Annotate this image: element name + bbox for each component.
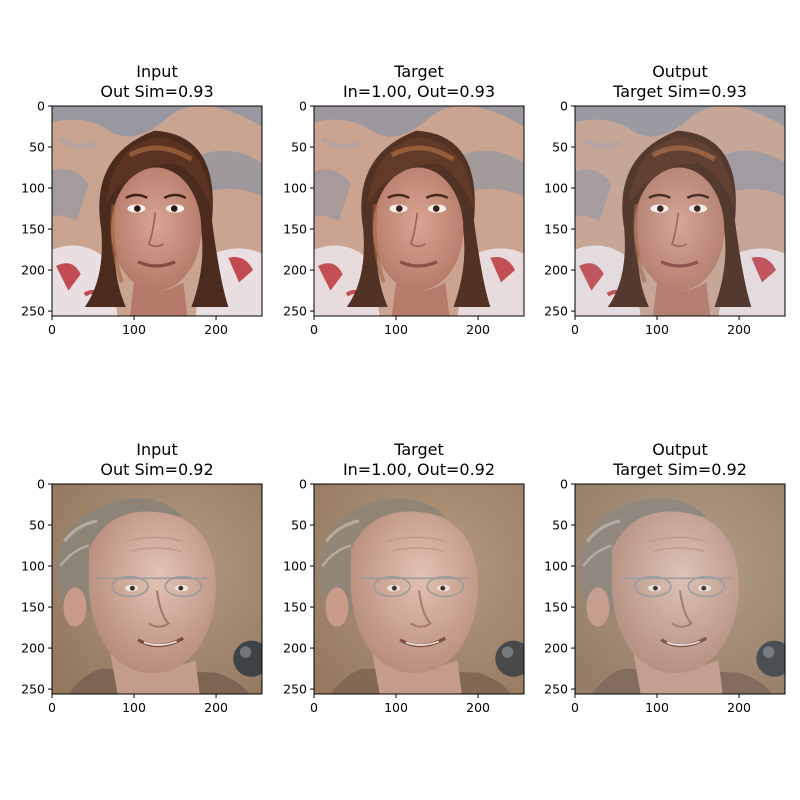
target-tint (314, 484, 524, 694)
x-tick-label: 100 (384, 322, 408, 337)
x-tick-label: 100 (645, 322, 669, 337)
target-tint (314, 106, 524, 316)
x-tick-label: 200 (204, 700, 228, 715)
y-tick-label: 150 (283, 222, 307, 237)
panel-title-line2: Out Sim=0.92 (100, 460, 213, 479)
y-tick-label: 200 (283, 641, 307, 656)
y-tick-label: 50 (29, 518, 45, 533)
y-tick-label: 100 (21, 181, 45, 196)
y-tick-label: 0 (560, 99, 568, 114)
y-tick-label: 100 (21, 559, 45, 574)
axes-frame (313, 105, 525, 317)
y-tick-label: 100 (544, 181, 568, 196)
y-tick-label: 150 (21, 222, 45, 237)
x-tick-label: 100 (122, 700, 146, 715)
panel-title-line2: In=1.00, Out=0.93 (343, 82, 495, 101)
y-tick-label: 150 (544, 222, 568, 237)
axes-frame (574, 483, 786, 695)
y-tick-label: 200 (544, 641, 568, 656)
y-tick-label: 0 (299, 477, 307, 492)
y-tick-label: 250 (544, 304, 568, 319)
y-tick-label: 150 (544, 600, 568, 615)
panel-title-line1: Input (136, 62, 177, 81)
axes-frame (51, 105, 263, 317)
y-tick-label: 100 (544, 559, 568, 574)
y-tick-label: 0 (37, 477, 45, 492)
y-tick-label: 250 (283, 682, 307, 697)
output-tint (575, 106, 785, 316)
y-tick-label: 0 (560, 477, 568, 492)
y-tick-label: 250 (21, 682, 45, 697)
y-tick-label: 50 (291, 518, 307, 533)
panel-title-line1: Input (136, 440, 177, 459)
y-tick-label: 150 (21, 600, 45, 615)
y-tick-label: 250 (283, 304, 307, 319)
panel-title-line2: Target Sim=0.92 (612, 460, 747, 479)
y-tick-label: 50 (552, 518, 568, 533)
x-tick-label: 100 (384, 700, 408, 715)
x-tick-label: 200 (466, 322, 490, 337)
x-tick-label: 0 (310, 700, 318, 715)
axes-frame (51, 483, 263, 695)
y-tick-label: 50 (29, 140, 45, 155)
x-tick-label: 0 (571, 322, 579, 337)
y-tick-label: 200 (283, 263, 307, 278)
man-face-image (52, 484, 262, 694)
panel-title-line1: Output (652, 440, 708, 459)
y-tick-label: 200 (21, 641, 45, 656)
panel-title-line1: Output (652, 62, 708, 81)
axes-frame (313, 483, 525, 695)
woman-face-image (52, 106, 262, 316)
y-tick-label: 200 (544, 263, 568, 278)
y-tick-label: 250 (544, 682, 568, 697)
x-tick-label: 100 (122, 322, 146, 337)
y-tick-label: 100 (283, 181, 307, 196)
x-tick-label: 200 (466, 700, 490, 715)
y-tick-label: 200 (21, 263, 45, 278)
x-tick-label: 200 (204, 322, 228, 337)
x-tick-label: 100 (645, 700, 669, 715)
x-tick-label: 0 (310, 322, 318, 337)
panel-title-line1: Target (393, 440, 444, 459)
y-tick-label: 150 (283, 600, 307, 615)
x-tick-label: 0 (48, 322, 56, 337)
y-tick-label: 0 (37, 99, 45, 114)
y-tick-label: 50 (291, 140, 307, 155)
x-tick-label: 200 (727, 700, 751, 715)
x-tick-label: 200 (727, 322, 751, 337)
panel-title-line2: In=1.00, Out=0.92 (343, 460, 495, 479)
panel-title-line1: Target (393, 62, 444, 81)
y-tick-label: 250 (21, 304, 45, 319)
y-tick-label: 0 (299, 99, 307, 114)
output-tint (575, 484, 785, 694)
x-tick-label: 0 (48, 700, 56, 715)
y-tick-label: 50 (552, 140, 568, 155)
y-tick-label: 100 (283, 559, 307, 574)
panel-title-line2: Out Sim=0.93 (100, 82, 213, 101)
x-tick-label: 0 (571, 700, 579, 715)
panel-title-line2: Target Sim=0.93 (612, 82, 747, 101)
axes-frame (574, 105, 786, 317)
